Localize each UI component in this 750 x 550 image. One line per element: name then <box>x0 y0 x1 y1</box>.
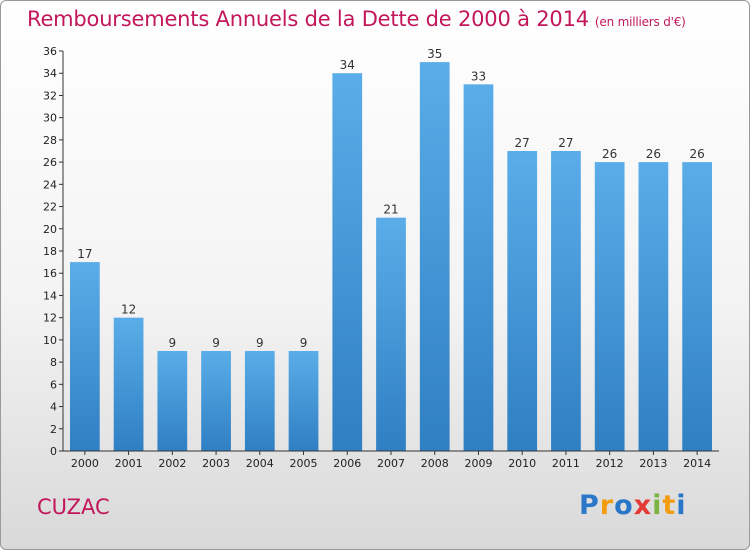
bars: 17 12 9 9 9 9 34 21 35 33 27 27 26 26 26 <box>69 47 713 451</box>
x-tick-label: 2007 <box>377 457 405 470</box>
bar <box>419 62 450 451</box>
x-tick-label: 2012 <box>596 457 624 470</box>
x-tick-label: 2006 <box>333 457 361 470</box>
bar <box>463 84 494 451</box>
bar-value-label: 33 <box>471 69 486 83</box>
x-tick-label: 2005 <box>290 457 318 470</box>
logo-letter: r <box>599 490 615 521</box>
y-tick-label: 8 <box>50 356 57 369</box>
bar <box>288 351 319 451</box>
y-tick-label: 28 <box>43 134 57 147</box>
chart-title-text: Remboursements Annuels de la Dette de 20… <box>27 7 589 31</box>
chart-title: Remboursements Annuels de la Dette de 20… <box>27 7 686 31</box>
bar <box>113 317 144 451</box>
y-tick-label: 12 <box>43 312 57 325</box>
bar-value-label: 27 <box>515 136 530 150</box>
logo-letter: o <box>614 490 634 521</box>
x-tick-label: 2010 <box>508 457 536 470</box>
bar <box>332 73 363 451</box>
bar-value-label: 34 <box>340 58 355 72</box>
proxiti-logo: Proxiti <box>579 490 687 521</box>
logo-letter: P <box>579 490 600 521</box>
y-tick-label: 6 <box>50 378 57 391</box>
y-tick-label: 32 <box>43 89 57 102</box>
x-tick-label: 2000 <box>71 457 99 470</box>
y-tick-label: 30 <box>43 112 57 125</box>
bar-value-label: 35 <box>427 47 442 61</box>
bar-value-label: 12 <box>121 303 136 317</box>
y-tick-label: 14 <box>43 289 57 302</box>
y-tick-label: 18 <box>43 245 57 258</box>
bar <box>201 351 231 451</box>
x-tick-label: 2013 <box>639 457 667 470</box>
bar <box>682 162 713 451</box>
bar-value-label: 26 <box>689 147 704 161</box>
logo-letter: x <box>633 490 653 521</box>
bar-value-label: 9 <box>169 336 177 350</box>
x-tick-label: 2002 <box>158 457 186 470</box>
bar-value-label: 21 <box>383 203 398 217</box>
bar <box>507 151 538 451</box>
y-tick-label: 4 <box>50 401 57 414</box>
bar <box>551 151 581 451</box>
bar-value-label: 17 <box>77 247 92 261</box>
bar-value-label: 9 <box>300 336 308 350</box>
y-tick-label: 16 <box>43 267 57 280</box>
x-tick-label: 2014 <box>683 457 711 470</box>
y-tick-label: 34 <box>43 67 57 80</box>
bar-value-label: 9 <box>256 336 264 350</box>
x-tick-label: 2011 <box>552 457 580 470</box>
bar <box>244 351 275 451</box>
x-tick-label: 2004 <box>246 457 274 470</box>
chart-unit-note: (en milliers d'€) <box>594 15 686 29</box>
y-tick-label: 20 <box>43 223 57 236</box>
y-tick-label: 22 <box>43 201 57 214</box>
y-tick-label: 24 <box>43 178 57 191</box>
bar <box>638 162 669 451</box>
logo-letter: i <box>676 490 687 521</box>
logo-letter: i <box>652 490 663 521</box>
logo-letter: t <box>662 490 677 521</box>
bar <box>376 217 406 451</box>
bar <box>69 262 100 451</box>
y-tick-label: 0 <box>50 445 57 458</box>
location-name: CUZAC <box>37 495 110 519</box>
bar-value-label: 27 <box>558 136 573 150</box>
bar-value-label: 9 <box>212 336 220 350</box>
x-tick-label: 2009 <box>464 457 492 470</box>
bar <box>157 351 188 451</box>
x-tick-label: 2008 <box>421 457 449 470</box>
bar <box>594 162 625 451</box>
y-tick-label: 26 <box>43 156 57 169</box>
y-tick-label: 2 <box>50 423 57 436</box>
bar-value-label: 26 <box>646 147 661 161</box>
y-tick-label: 10 <box>43 334 57 347</box>
x-tick-label: 2003 <box>202 457 230 470</box>
bar-value-label: 26 <box>602 147 617 161</box>
x-axis: 2000 2001 2002 2003 2004 2005 2006 2007 2008 2009… <box>63 450 719 470</box>
y-tick-label: 36 <box>43 45 57 58</box>
x-tick-label: 2001 <box>115 457 143 470</box>
